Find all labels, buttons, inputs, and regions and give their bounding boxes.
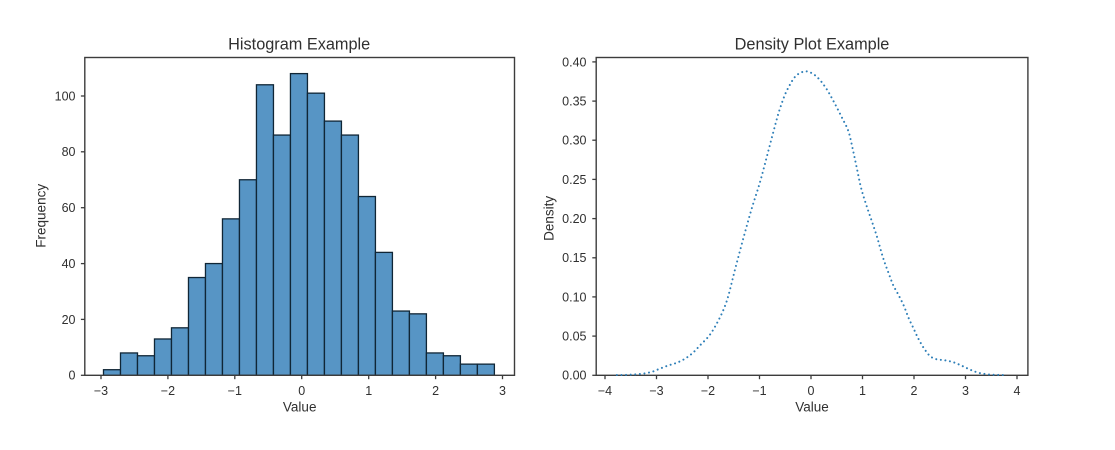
- svg-text:Value: Value: [795, 400, 829, 415]
- svg-text:4: 4: [1014, 384, 1021, 398]
- svg-text:3: 3: [962, 384, 969, 398]
- svg-text:1: 1: [365, 384, 372, 398]
- svg-text:Value: Value: [283, 400, 317, 415]
- svg-text:0.05: 0.05: [562, 330, 586, 344]
- svg-text:Frequency: Frequency: [33, 184, 48, 248]
- svg-text:1: 1: [859, 384, 866, 398]
- svg-text:0: 0: [298, 384, 305, 398]
- svg-text:0.00: 0.00: [562, 369, 586, 383]
- svg-text:0.10: 0.10: [562, 290, 586, 304]
- svg-text:0.15: 0.15: [562, 251, 586, 265]
- svg-text:0.25: 0.25: [562, 173, 586, 187]
- svg-text:80: 80: [62, 145, 76, 159]
- svg-text:−2: −2: [161, 384, 175, 398]
- svg-text:0: 0: [808, 384, 815, 398]
- svg-text:40: 40: [62, 257, 76, 271]
- svg-text:−1: −1: [752, 384, 766, 398]
- svg-text:2: 2: [432, 384, 439, 398]
- svg-text:0.40: 0.40: [562, 55, 586, 69]
- svg-text:0.30: 0.30: [562, 134, 586, 148]
- svg-text:−1: −1: [228, 384, 242, 398]
- svg-text:20: 20: [62, 313, 76, 327]
- svg-text:2: 2: [911, 384, 918, 398]
- svg-text:−4: −4: [598, 384, 612, 398]
- svg-text:Histogram Example: Histogram Example: [228, 36, 370, 54]
- svg-text:0.35: 0.35: [562, 95, 586, 109]
- svg-text:0.20: 0.20: [562, 212, 586, 226]
- svg-text:−3: −3: [94, 384, 108, 398]
- svg-text:Density Plot Example: Density Plot Example: [735, 36, 890, 54]
- svg-text:60: 60: [62, 201, 76, 215]
- svg-text:0: 0: [69, 369, 76, 383]
- svg-text:−3: −3: [649, 384, 663, 398]
- svg-text:Density: Density: [541, 196, 556, 241]
- svg-text:3: 3: [499, 384, 506, 398]
- svg-text:100: 100: [55, 89, 76, 103]
- svg-text:−2: −2: [701, 384, 715, 398]
